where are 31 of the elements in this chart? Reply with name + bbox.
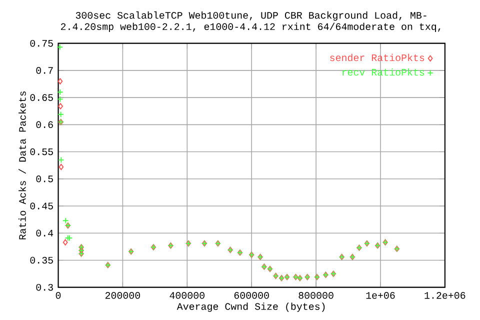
x-tick-label: 0 [56, 292, 61, 299]
x-tick-label: 600000 [234, 292, 269, 299]
y-tick-label: 0.45 [30, 202, 53, 210]
y-axis-title: Ratio Acks / Data Packets [18, 91, 26, 240]
y-tick-label: 0.5 [36, 176, 53, 182]
y-tick-label: 0.7 [36, 67, 53, 74]
y-tick-label: 0.65 [30, 94, 53, 101]
point [56, 44, 63, 50]
x-tick-label: 1.2e+06 [424, 292, 466, 299]
y-tick-label: 0.75 [30, 40, 53, 47]
legend-label: recv RatioPkts [342, 68, 424, 76]
point [57, 96, 64, 102]
y-tick-label: 0.35 [30, 256, 53, 264]
point [57, 89, 64, 96]
point [62, 239, 68, 246]
y-tick-label: 0.4 [36, 230, 54, 236]
point [58, 156, 64, 164]
legend-label: sender RatioPkts [330, 54, 424, 62]
chart-title: 300sec ScalableTCP Web100tune, UDP CBR Background Load, MB- 2.4.20smp web100-2.2.1, e1000-4.4.12 rxint 64/64moderate on txq, [60, 11, 440, 32]
y-tick-label: 0.6 [36, 121, 53, 128]
y-tick-label: 0.3 [36, 284, 53, 291]
x-axis-title: Average Cwnd Size (bytes) [176, 302, 325, 312]
point [58, 111, 64, 118]
y-tick-label: 0.55 [30, 148, 53, 156]
x-tick-label: 200000 [105, 292, 140, 299]
point [58, 103, 63, 110]
x-tick-label: 1e+06 [366, 292, 395, 299]
point [58, 78, 63, 84]
point [58, 164, 64, 170]
x-tick-label: 800000 [298, 292, 334, 299]
x-tick-label: 400000 [170, 292, 204, 299]
